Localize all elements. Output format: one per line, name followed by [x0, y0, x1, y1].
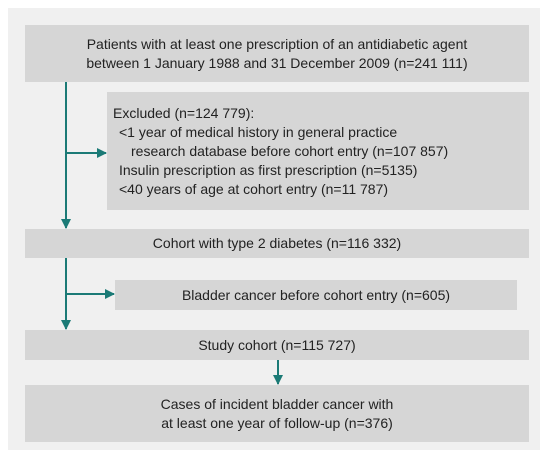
box-patients: Patients with at least one prescription …	[25, 25, 529, 82]
box-text: research database before cohort entry (n…	[131, 142, 449, 159]
box-cohort: Cohort with type 2 diabetes (n=116 332)	[25, 229, 529, 258]
box-text: Cohort with type 2 diabetes (n=116 332)	[152, 235, 402, 251]
box-text: at least one year of follow-up (n=376)	[161, 414, 393, 431]
box-study-cohort: Study cohort (n=115 727)	[25, 330, 529, 360]
box-excluded: Excluded (n=124 779): <1 year of medical …	[107, 92, 529, 210]
box-text: Study cohort (n=115 727)	[198, 336, 356, 353]
box-bladder-before: Bladder cancer before cohort entry (n=60…	[115, 280, 517, 310]
box-text: Excluded (n=124 779):	[113, 104, 255, 121]
box-text: Patients with at least one prescription …	[86, 35, 468, 52]
box-text: <1 year of medical history in general pr…	[119, 123, 398, 140]
box-text: Insulin prescription as first prescripti…	[119, 161, 418, 178]
box-cases: Cases of incident bladder cancer with at …	[25, 385, 529, 442]
box-text: <40 years of age at cohort entry (n=11 7…	[119, 180, 389, 197]
box-text: Bladder cancer before cohort entry (n=60…	[181, 286, 451, 303]
box-text: Cases of incident bladder cancer with	[160, 395, 394, 412]
box-text: between 1 January 1988 and 31 December 2…	[86, 54, 468, 71]
